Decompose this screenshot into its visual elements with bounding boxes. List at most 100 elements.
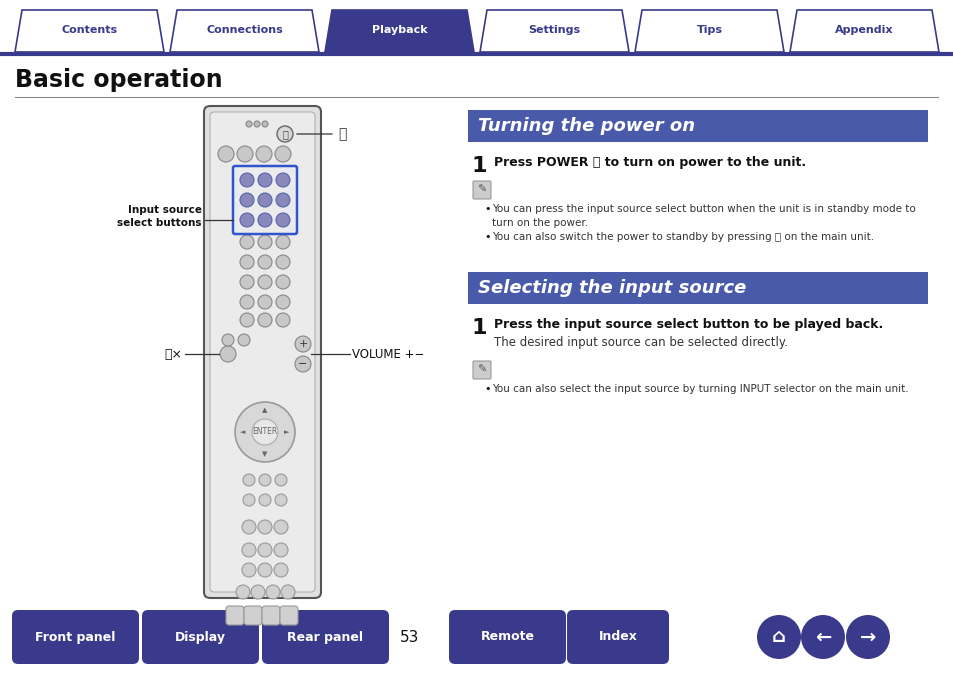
Circle shape (258, 494, 271, 506)
Circle shape (240, 275, 253, 289)
Circle shape (252, 419, 277, 445)
Circle shape (845, 615, 889, 659)
FancyBboxPatch shape (468, 110, 927, 142)
Text: You can also select the input source by turning INPUT selector on the main unit.: You can also select the input source by … (492, 384, 907, 394)
Polygon shape (15, 10, 164, 52)
Circle shape (240, 193, 253, 207)
Circle shape (243, 474, 254, 486)
FancyBboxPatch shape (566, 610, 668, 664)
FancyBboxPatch shape (262, 606, 280, 625)
Text: Index: Index (598, 631, 637, 643)
Circle shape (257, 255, 272, 269)
Circle shape (257, 543, 272, 557)
Text: ENTER: ENTER (253, 427, 277, 437)
FancyBboxPatch shape (449, 610, 565, 664)
Text: •: • (483, 384, 490, 394)
Circle shape (275, 213, 290, 227)
Text: →: → (859, 627, 875, 647)
Circle shape (257, 235, 272, 249)
Polygon shape (325, 10, 474, 52)
Circle shape (274, 563, 288, 577)
Circle shape (240, 255, 253, 269)
Text: Appendix: Appendix (835, 25, 893, 35)
Text: Basic operation: Basic operation (15, 68, 222, 92)
Circle shape (234, 402, 294, 462)
Circle shape (255, 146, 272, 162)
Polygon shape (170, 10, 318, 52)
Text: ◄: ◄ (240, 429, 246, 435)
FancyBboxPatch shape (473, 181, 491, 199)
Text: 1: 1 (472, 318, 487, 338)
Circle shape (274, 494, 287, 506)
Text: ⏻: ⏻ (282, 129, 288, 139)
Text: •: • (483, 232, 490, 242)
Polygon shape (789, 10, 938, 52)
Text: ▲: ▲ (262, 407, 268, 413)
Text: Remote: Remote (480, 631, 534, 643)
Text: Front panel: Front panel (35, 631, 115, 643)
Text: Playback: Playback (372, 25, 427, 35)
Text: Settings: Settings (528, 25, 580, 35)
FancyBboxPatch shape (468, 272, 927, 304)
Circle shape (262, 121, 268, 127)
Circle shape (220, 346, 235, 362)
Circle shape (240, 295, 253, 309)
Circle shape (240, 213, 253, 227)
Text: •: • (483, 204, 490, 214)
Circle shape (257, 313, 272, 327)
FancyBboxPatch shape (280, 606, 297, 625)
Text: Connections: Connections (206, 25, 283, 35)
Circle shape (257, 173, 272, 187)
Circle shape (294, 356, 311, 372)
Text: Tips: Tips (696, 25, 721, 35)
Circle shape (257, 213, 272, 227)
Circle shape (275, 255, 290, 269)
Circle shape (275, 295, 290, 309)
FancyBboxPatch shape (262, 610, 389, 664)
Text: ⌂: ⌂ (771, 627, 785, 647)
Text: Press the input source select button to be played back.: Press the input source select button to … (494, 318, 882, 331)
Circle shape (257, 520, 272, 534)
Circle shape (274, 543, 288, 557)
Text: Display: Display (174, 631, 226, 643)
FancyBboxPatch shape (244, 606, 262, 625)
Text: ✎: ✎ (476, 185, 486, 195)
Circle shape (274, 474, 287, 486)
Circle shape (275, 275, 290, 289)
Circle shape (240, 235, 253, 249)
Text: turn on the power.: turn on the power. (492, 218, 587, 228)
Text: ►: ► (284, 429, 290, 435)
Circle shape (242, 563, 255, 577)
Text: select buttons: select buttons (117, 218, 202, 228)
Circle shape (266, 585, 280, 599)
Text: +: + (298, 339, 308, 349)
Text: 1: 1 (472, 156, 487, 176)
Polygon shape (635, 10, 783, 52)
Circle shape (240, 173, 253, 187)
FancyBboxPatch shape (142, 610, 258, 664)
FancyBboxPatch shape (12, 610, 139, 664)
Text: ⑂×: ⑂× (164, 347, 182, 361)
FancyBboxPatch shape (473, 361, 491, 379)
Text: Contents: Contents (61, 25, 117, 35)
Circle shape (236, 146, 253, 162)
Circle shape (222, 334, 233, 346)
FancyBboxPatch shape (226, 606, 244, 625)
Circle shape (257, 563, 272, 577)
Text: ▼: ▼ (262, 451, 268, 457)
Circle shape (258, 474, 271, 486)
Circle shape (757, 615, 801, 659)
Circle shape (281, 585, 294, 599)
Text: Selecting the input source: Selecting the input source (477, 279, 745, 297)
Text: Rear panel: Rear panel (287, 631, 363, 643)
Text: You can also switch the power to standby by pressing ⏻ on the main unit.: You can also switch the power to standby… (492, 232, 873, 242)
Circle shape (251, 585, 265, 599)
Circle shape (801, 615, 844, 659)
FancyBboxPatch shape (204, 106, 320, 598)
Text: The desired input source can be selected directly.: The desired input source can be selected… (494, 336, 787, 349)
Circle shape (274, 146, 291, 162)
Circle shape (257, 275, 272, 289)
Circle shape (276, 126, 293, 142)
Circle shape (257, 193, 272, 207)
Text: 53: 53 (400, 629, 419, 645)
